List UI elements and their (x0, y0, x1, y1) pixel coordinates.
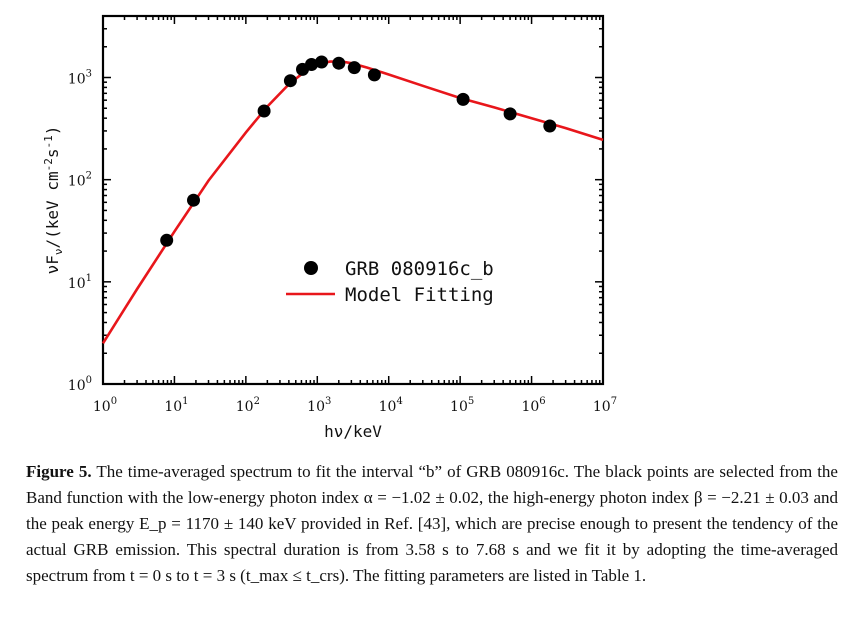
plot-frame (101, 14, 605, 386)
y-axis-title: νFν/(keV cm-2s-1) (42, 126, 65, 275)
data-point (187, 193, 200, 207)
data-point (305, 58, 318, 71)
x-tick-label: 107 (593, 396, 617, 415)
data-point (543, 119, 557, 133)
data-point (315, 55, 329, 69)
figure-label: Figure 5. (26, 462, 92, 481)
y-tick-label: 102 (68, 171, 92, 190)
data-point (347, 61, 361, 75)
x-tick-label: 105 (450, 396, 474, 415)
caption-text: The time-averaged spectrum to fit the in… (26, 462, 838, 585)
y-tick-label: 103 (68, 69, 92, 88)
figure-caption: Figure 5. The time-averaged spectrum to … (26, 459, 838, 589)
x-tick-label: 102 (236, 396, 260, 415)
data-point (332, 56, 346, 70)
x-tick-label: 104 (379, 396, 403, 415)
legend-label-grb: GRB 080916c_b (345, 258, 494, 280)
x-tick-label: 100 (93, 396, 117, 415)
x-axis-title: hν/keV (324, 422, 382, 441)
tick-labels: 100 101 102 103 104 105 106 107 100 101 102 103 (68, 69, 617, 415)
legend: GRB 080916c_b Model Fitting (286, 258, 494, 306)
data-point (283, 74, 297, 88)
data-point (367, 68, 381, 82)
spectrum-chart: 100 101 102 103 104 105 106 107 100 101 102 103 GRB… (42, 14, 617, 441)
x-tick-label: 103 (307, 396, 331, 415)
axis-ticks (102, 15, 603, 385)
data-point (257, 104, 271, 118)
data-points (160, 55, 557, 247)
data-point (456, 92, 470, 106)
x-tick-label: 101 (164, 396, 188, 415)
y-tick-label: 100 (68, 375, 92, 394)
legend-label-model: Model Fitting (345, 284, 494, 306)
x-tick-label: 106 (521, 396, 545, 415)
legend-marker-grb (304, 261, 318, 275)
data-point (160, 233, 174, 247)
data-point (503, 107, 517, 121)
y-tick-label: 101 (68, 273, 92, 292)
